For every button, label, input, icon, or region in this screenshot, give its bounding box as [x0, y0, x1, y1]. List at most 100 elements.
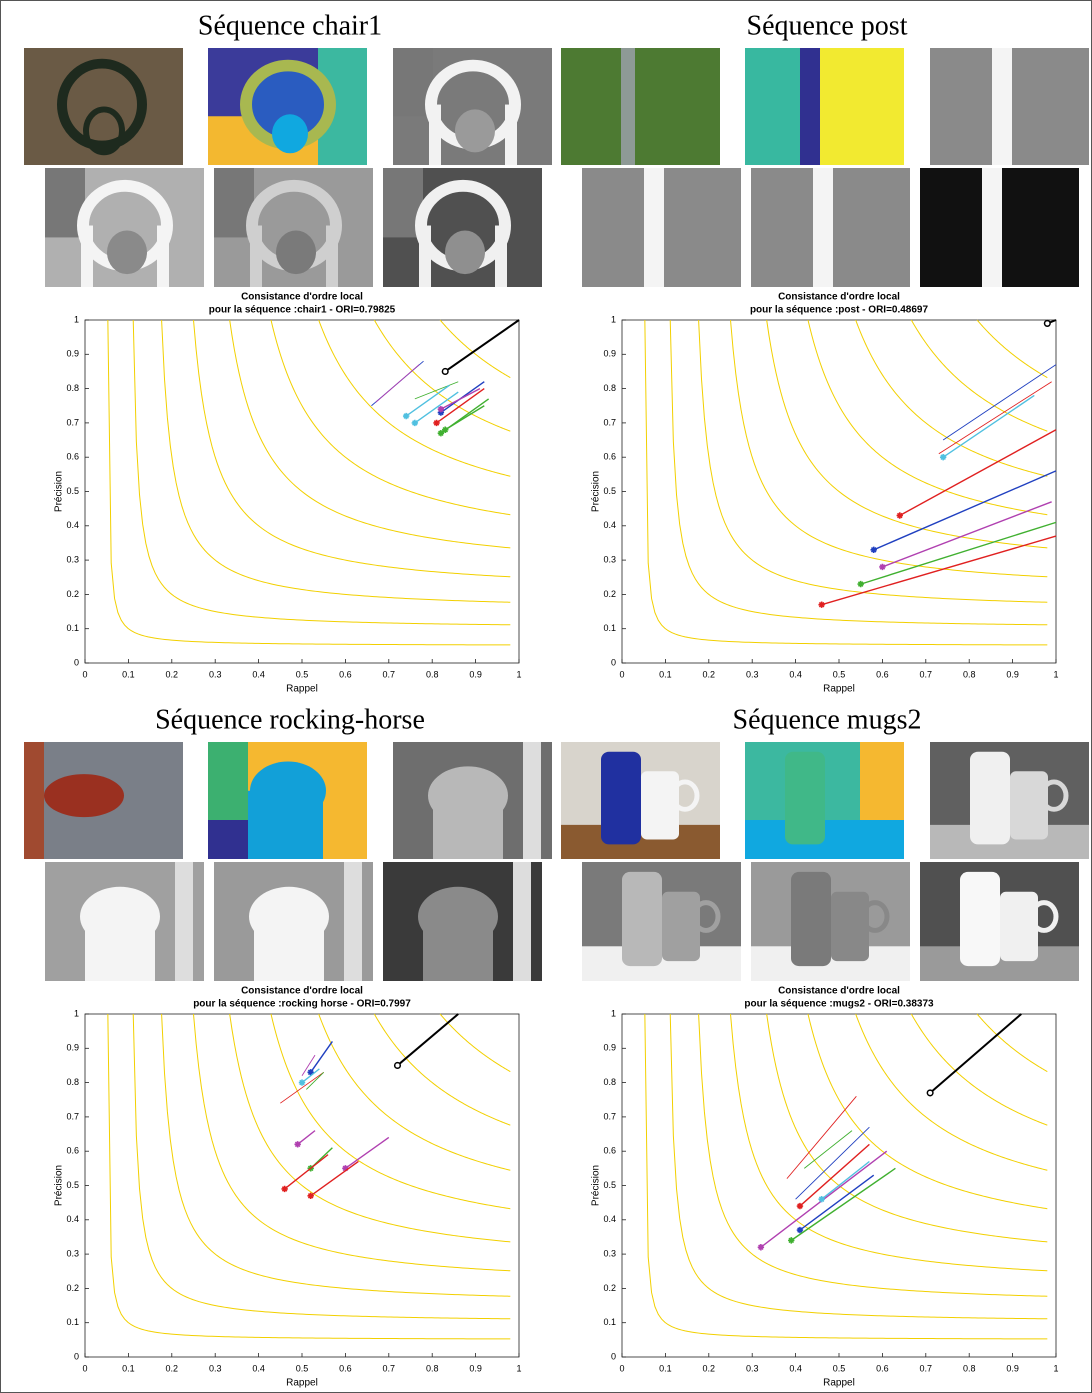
thumbnail-shape: [175, 862, 193, 981]
iso-f-curve: [976, 319, 1048, 379]
y-tick-label: 0: [611, 1351, 616, 1361]
iso-f-curve: [698, 1013, 1048, 1297]
y-tick-label: 0.6: [66, 452, 79, 462]
thumbnail-shape: [344, 862, 362, 981]
iso-f-curve: [132, 1013, 511, 1320]
section-heading: Séquence chair1: [198, 10, 382, 41]
y-tick-label: 0.1: [66, 1317, 79, 1327]
thumbnail-shape: [208, 820, 248, 859]
marker: [796, 1226, 804, 1234]
x-tick-label: 0.6: [876, 1363, 889, 1373]
chart-subtitle: pour la séquence :mugs2 - ORI=0.38373: [744, 999, 934, 1010]
thumbnail-shape: [745, 48, 800, 165]
y-tick-label: 0.4: [66, 520, 79, 530]
thumbnail-shape: [670, 779, 700, 812]
iso-f-curve: [132, 319, 511, 626]
thumbnail: [745, 48, 904, 165]
thumbnail: [745, 742, 904, 859]
segment: [860, 521, 1057, 585]
thumbnail-shape: [44, 774, 124, 818]
y-tick-label: 1: [611, 314, 616, 324]
x-tick-label: 0.8: [963, 1363, 976, 1373]
y-axis-label: Précision: [591, 1165, 602, 1206]
thumbnail-shape: [791, 871, 831, 967]
thumbnail: [24, 742, 183, 859]
x-tick-label: 0.3: [746, 1363, 759, 1373]
x-tick-label: 0.7: [920, 669, 933, 679]
iso-f-curve: [161, 1013, 511, 1297]
segment: [795, 1126, 870, 1200]
segment: [444, 319, 520, 373]
y-tick-label: 0.1: [603, 1317, 616, 1327]
y-axis-label: Précision: [54, 1165, 65, 1206]
iso-f-curve: [644, 319, 1048, 646]
x-tick-label: 0.4: [789, 669, 802, 679]
iso-f-curve: [439, 1013, 511, 1073]
thumbnail-shape: [248, 790, 323, 859]
thumbnail: [393, 48, 552, 165]
thumbnail-shape: [1010, 771, 1048, 840]
thumbnail-shape: [157, 225, 169, 287]
marker: [879, 563, 886, 571]
segment: [344, 1136, 390, 1169]
segment: [436, 388, 485, 424]
marker: [870, 546, 877, 554]
segment: [440, 387, 481, 410]
y-tick-label: 0.6: [66, 1146, 79, 1156]
x-axis-label: Rappel: [823, 684, 855, 695]
x-tick-label: 0.5: [833, 1363, 846, 1373]
iso-f-curve: [766, 319, 1048, 549]
thumbnail-shape: [992, 48, 1012, 165]
thumbnail-shape: [970, 751, 1010, 845]
thumbnail-shape: [276, 230, 316, 275]
thumbnail-shape: [1029, 900, 1059, 933]
y-tick-label: 0.4: [66, 1214, 79, 1224]
y-tick-label: 0.6: [603, 1146, 616, 1156]
x-tick-label: 0.9: [469, 669, 482, 679]
thumbnail-shape: [1000, 891, 1038, 962]
segment: [790, 1167, 896, 1241]
x-tick-label: 0.7: [383, 669, 396, 679]
marker: [342, 1165, 349, 1172]
thumbnail-shape: [785, 751, 825, 845]
thumbnail: [561, 742, 720, 859]
thumbnail-shape: [250, 225, 262, 287]
chart-subtitle: pour la séquence :post - ORI=0.48697: [750, 305, 929, 316]
iso-f-curve: [807, 1013, 1048, 1210]
y-tick-label: 0.7: [66, 417, 79, 427]
thumbnail-shape: [691, 900, 721, 933]
marker: [757, 1244, 765, 1251]
x-tick-label: 0.2: [166, 1363, 179, 1373]
thumbnail: [24, 48, 183, 165]
marker: [818, 1196, 825, 1203]
segment: [821, 1160, 870, 1200]
x-tick-label: 1: [1053, 1363, 1058, 1373]
segment: [306, 1071, 325, 1090]
thumbnail: [582, 168, 741, 287]
marker: [411, 419, 419, 427]
thumbnail: [45, 168, 204, 287]
y-tick-label: 0: [611, 657, 616, 667]
iso-f-curve: [193, 319, 511, 578]
y-tick-label: 0.3: [66, 1248, 79, 1258]
y-tick-label: 0.2: [66, 1283, 79, 1293]
iso-f-curve: [193, 1013, 511, 1272]
x-tick-label: 0.5: [296, 1363, 309, 1373]
thumbnail-shape: [800, 48, 820, 165]
panel: Séquence chair1 Consistance d'ordre local…: [24, 10, 552, 695]
x-tick-label: 1: [516, 669, 521, 679]
marker: [441, 367, 449, 376]
thumbnail: [582, 862, 741, 981]
iso-f-curve: [698, 319, 1048, 603]
marker: [307, 1192, 314, 1199]
marker: [926, 1089, 934, 1097]
chart-subtitle: pour la séquence :chair1 - ORI=0.79825: [209, 305, 396, 316]
x-tick-label: 0.6: [876, 669, 889, 679]
thumbnail-shape: [622, 871, 662, 967]
y-tick-label: 0.2: [603, 1283, 616, 1293]
chart-title: Consistance d'ordre local: [778, 986, 900, 997]
y-tick-label: 0.9: [66, 349, 79, 359]
y-tick-label: 1: [611, 1008, 616, 1018]
thumbnail: [208, 48, 367, 165]
